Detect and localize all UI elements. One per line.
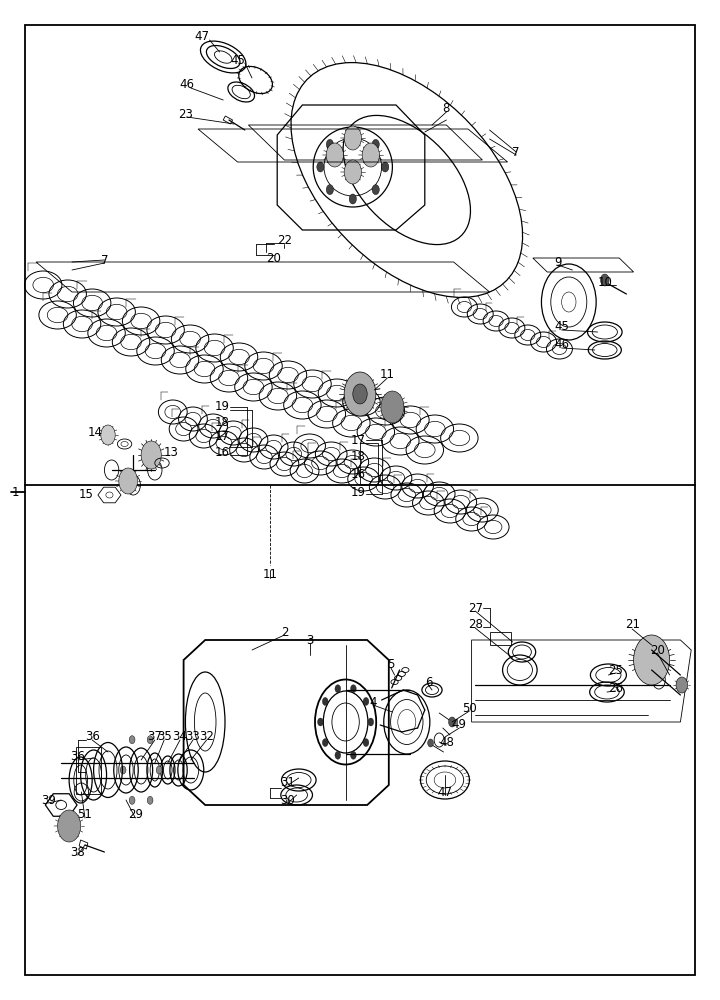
- Circle shape: [382, 162, 389, 172]
- Text: 47: 47: [194, 29, 209, 42]
- Circle shape: [351, 685, 356, 693]
- Text: 50: 50: [462, 702, 477, 714]
- Text: 20: 20: [650, 644, 665, 656]
- Text: 36: 36: [85, 730, 99, 744]
- Circle shape: [428, 739, 433, 747]
- Circle shape: [317, 162, 324, 172]
- Text: 28: 28: [468, 618, 482, 632]
- Text: 19: 19: [351, 486, 365, 498]
- Text: 36: 36: [71, 750, 85, 764]
- Text: 34: 34: [173, 730, 187, 744]
- Circle shape: [449, 717, 456, 727]
- Circle shape: [141, 441, 161, 469]
- Circle shape: [130, 736, 135, 744]
- Circle shape: [372, 185, 379, 195]
- Text: 17: 17: [215, 430, 229, 444]
- Text: 25: 25: [608, 664, 623, 676]
- Text: 38: 38: [71, 846, 85, 858]
- Text: 9: 9: [554, 255, 562, 268]
- Circle shape: [130, 796, 135, 804]
- Text: 39: 39: [41, 794, 55, 806]
- Circle shape: [368, 718, 374, 726]
- Circle shape: [58, 810, 81, 842]
- Text: 13: 13: [164, 446, 179, 458]
- Text: 37: 37: [148, 730, 162, 744]
- Text: 20: 20: [266, 251, 281, 264]
- Text: 1: 1: [12, 486, 19, 498]
- Circle shape: [381, 391, 404, 423]
- Text: 32: 32: [199, 730, 214, 744]
- Text: 46: 46: [554, 338, 569, 352]
- Circle shape: [119, 468, 138, 494]
- Text: 11: 11: [263, 568, 277, 582]
- Text: 45: 45: [230, 53, 245, 66]
- Text: 45: 45: [554, 320, 569, 334]
- Text: 14: 14: [88, 426, 102, 440]
- Circle shape: [344, 126, 361, 150]
- Text: 4: 4: [369, 696, 377, 708]
- Circle shape: [353, 384, 367, 404]
- Circle shape: [634, 635, 670, 685]
- Circle shape: [363, 739, 369, 747]
- Text: 8: 8: [443, 102, 450, 114]
- Circle shape: [335, 685, 341, 693]
- Text: 18: 18: [215, 416, 229, 428]
- Circle shape: [676, 677, 688, 693]
- Circle shape: [363, 697, 369, 705]
- Circle shape: [344, 160, 361, 184]
- Text: 18: 18: [351, 450, 365, 464]
- Text: 48: 48: [439, 736, 454, 748]
- Circle shape: [326, 139, 333, 149]
- Text: 22: 22: [277, 234, 292, 247]
- Circle shape: [326, 185, 333, 195]
- Text: 16: 16: [351, 468, 365, 482]
- Circle shape: [323, 697, 328, 705]
- Circle shape: [344, 372, 376, 416]
- Text: 21: 21: [625, 618, 639, 632]
- Circle shape: [326, 143, 343, 167]
- Text: 29: 29: [128, 808, 143, 822]
- Text: 47: 47: [438, 786, 452, 798]
- Text: 10: 10: [598, 275, 612, 288]
- Text: 33: 33: [186, 730, 200, 744]
- Circle shape: [101, 425, 115, 445]
- Circle shape: [372, 139, 379, 149]
- Text: 7: 7: [101, 253, 108, 266]
- Circle shape: [335, 751, 341, 759]
- Text: 51: 51: [78, 808, 92, 822]
- Text: 6: 6: [425, 676, 432, 688]
- Text: 27: 27: [468, 601, 482, 614]
- Circle shape: [323, 739, 328, 747]
- Text: 30: 30: [281, 794, 295, 806]
- Text: 17: 17: [351, 434, 365, 446]
- Text: 26: 26: [608, 682, 623, 694]
- Text: 11: 11: [380, 367, 395, 380]
- Text: 2: 2: [281, 626, 288, 639]
- Text: 31: 31: [281, 776, 295, 788]
- Text: 19: 19: [215, 400, 229, 414]
- Circle shape: [120, 766, 126, 774]
- Text: 46: 46: [180, 79, 194, 92]
- Text: 16: 16: [215, 446, 229, 458]
- Text: 23: 23: [179, 107, 193, 120]
- Text: 5: 5: [387, 658, 395, 672]
- Circle shape: [362, 143, 379, 167]
- Text: 49: 49: [452, 718, 467, 732]
- Circle shape: [148, 796, 153, 804]
- Text: 7: 7: [513, 145, 520, 158]
- Text: 15: 15: [79, 488, 94, 502]
- Circle shape: [349, 194, 356, 204]
- Circle shape: [318, 718, 323, 726]
- Text: 35: 35: [157, 730, 171, 744]
- Circle shape: [349, 130, 356, 140]
- Circle shape: [600, 274, 609, 286]
- Text: 3: 3: [306, 634, 313, 647]
- Circle shape: [156, 766, 162, 774]
- Circle shape: [148, 736, 153, 744]
- Circle shape: [351, 751, 356, 759]
